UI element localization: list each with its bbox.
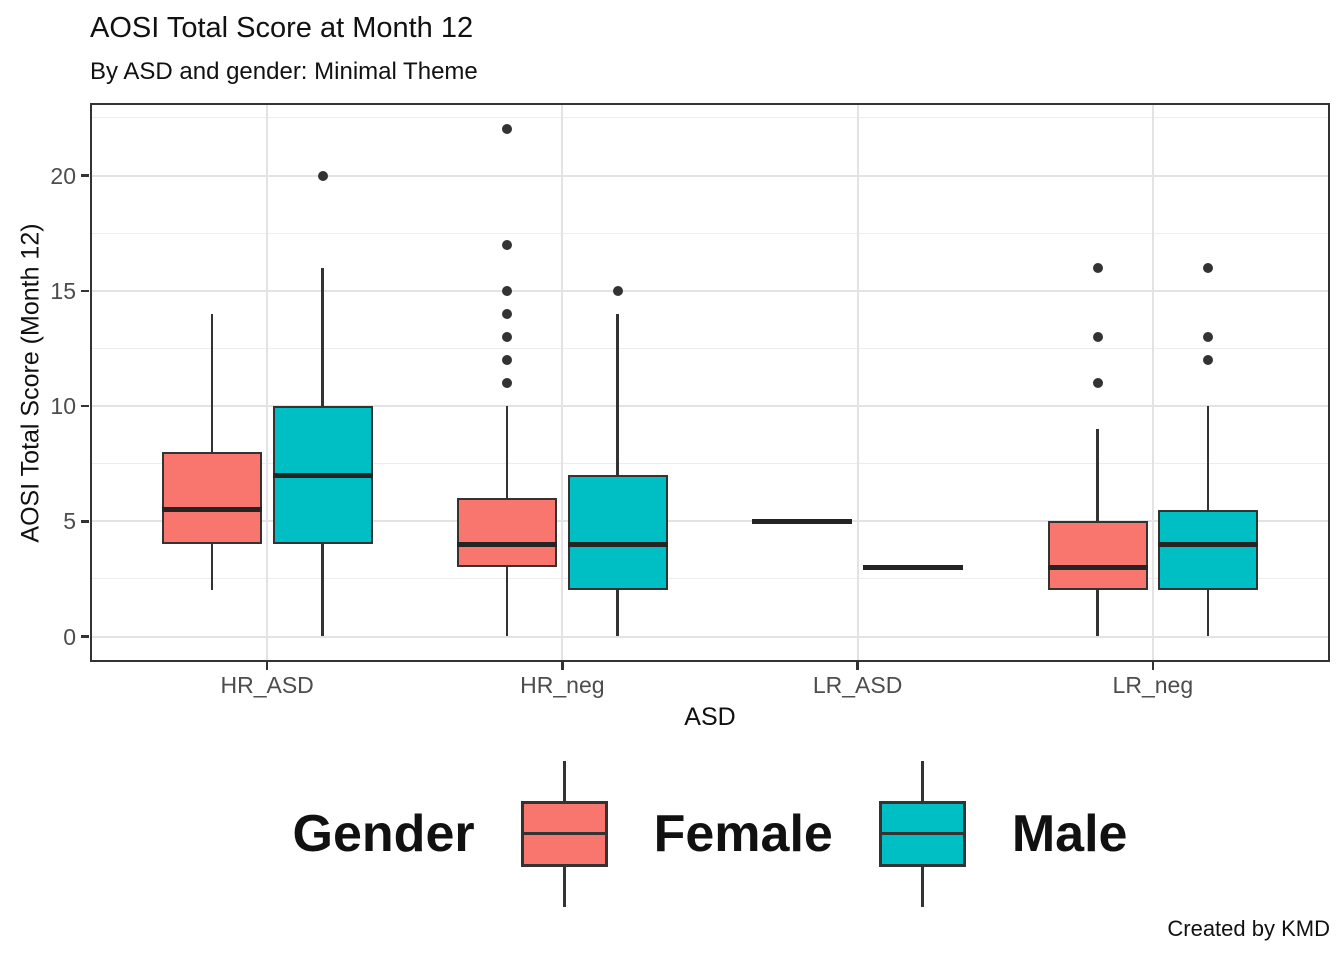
vertical-gridline: [1151, 103, 1154, 662]
minor-gridline: [90, 347, 1330, 349]
legend-key-lower-whisker: [562, 867, 566, 907]
outlier-dot: [502, 331, 513, 342]
legend-key-boxplot-icon: [517, 761, 612, 907]
lower-whisker: [210, 544, 214, 591]
legend-key-median: [878, 832, 966, 835]
outlier-dot: [1203, 354, 1214, 365]
legend: Gender Female Male: [90, 760, 1330, 908]
median-line: [567, 541, 668, 547]
legend-key-boxplot-icon: [875, 761, 970, 907]
major-gridline: [90, 635, 1330, 638]
y-tick-mark: [81, 404, 89, 408]
outlier-dot: [502, 285, 513, 296]
x-tick-label: HR_ASD: [220, 672, 314, 698]
x-tick-mark: [265, 662, 269, 670]
median-line: [862, 564, 963, 570]
legend-key-upper-whisker: [920, 761, 924, 801]
x-tick-label: LR_neg: [1112, 672, 1194, 698]
y-tick-label: 5: [63, 508, 76, 535]
major-gridline: [90, 405, 1330, 407]
upper-whisker: [1096, 429, 1099, 522]
x-tick-label: LR_ASD: [812, 672, 903, 698]
box-iqr: [161, 452, 262, 545]
outlier-dot: [1203, 262, 1214, 273]
upper-whisker: [1206, 406, 1210, 510]
upper-whisker: [505, 406, 509, 499]
outlier-dot: [317, 170, 328, 181]
chart-subtitle: By ASD and gender: Minimal Theme: [90, 58, 478, 85]
lower-whisker: [321, 544, 324, 637]
y-tick-label: 10: [50, 393, 76, 419]
minor-gridline: [90, 463, 1330, 465]
box-iqr: [1047, 521, 1148, 591]
x-tick-mark: [561, 662, 564, 670]
legend-key-lower-whisker: [920, 867, 924, 907]
x-tick-mark: [1151, 662, 1155, 670]
lower-whisker: [1206, 590, 1210, 637]
plot-panel: [90, 103, 1330, 662]
x-tick-label: HR_neg: [520, 672, 605, 698]
median-line: [1158, 541, 1259, 547]
upper-whisker: [616, 313, 619, 476]
major-gridline: [90, 520, 1330, 523]
legend-key-median: [520, 832, 608, 835]
chart-title: AOSI Total Score at Month 12: [90, 12, 474, 44]
outlier-dot: [1092, 262, 1103, 273]
minor-gridline: [90, 578, 1330, 580]
y-tick-mark: [81, 174, 89, 177]
y-axis-title: AOSI Total Score (Month 12): [16, 223, 45, 543]
outlier-dot: [502, 354, 513, 365]
median-line: [161, 507, 262, 513]
upper-whisker: [210, 313, 214, 453]
y-tick-label: 0: [63, 623, 76, 650]
major-gridline: [90, 174, 1330, 177]
y-tick-mark: [81, 520, 89, 523]
vertical-gridline: [561, 103, 564, 662]
outlier-dot: [502, 377, 513, 388]
upper-whisker: [321, 267, 324, 406]
box-iqr: [567, 475, 668, 591]
lower-whisker: [1096, 590, 1099, 637]
vertical-gridline: [856, 103, 859, 662]
median-line: [1047, 564, 1148, 570]
outlier-dot: [612, 285, 623, 296]
legend-item-label: Female: [653, 805, 833, 863]
median-line: [457, 541, 558, 547]
outlier-dot: [1092, 377, 1103, 388]
legend-title: Gender: [292, 805, 475, 863]
caption: Created by KMD: [1167, 916, 1330, 941]
x-axis-title: ASD: [684, 703, 736, 731]
y-tick-label: 15: [50, 277, 76, 304]
outlier-dot: [1092, 331, 1103, 342]
vertical-gridline: [266, 103, 269, 662]
y-tick-mark: [81, 635, 89, 638]
major-gridline: [90, 289, 1330, 292]
y-tick-label: 20: [50, 162, 76, 189]
legend-item-label: Male: [1011, 805, 1128, 863]
box-iqr: [1158, 509, 1259, 591]
outlier-dot: [502, 308, 513, 319]
lower-whisker: [505, 567, 509, 637]
minor-gridline: [90, 117, 1330, 119]
outlier-dot: [502, 124, 513, 135]
outlier-dot: [1203, 331, 1214, 342]
box-iqr: [457, 498, 558, 568]
x-tick-mark: [856, 662, 859, 670]
median-line: [752, 518, 853, 524]
legend-key-upper-whisker: [562, 761, 566, 801]
lower-whisker: [616, 590, 619, 637]
outlier-dot: [502, 239, 513, 250]
median-line: [272, 472, 373, 478]
minor-gridline: [90, 232, 1330, 234]
y-tick-mark: [81, 289, 89, 292]
